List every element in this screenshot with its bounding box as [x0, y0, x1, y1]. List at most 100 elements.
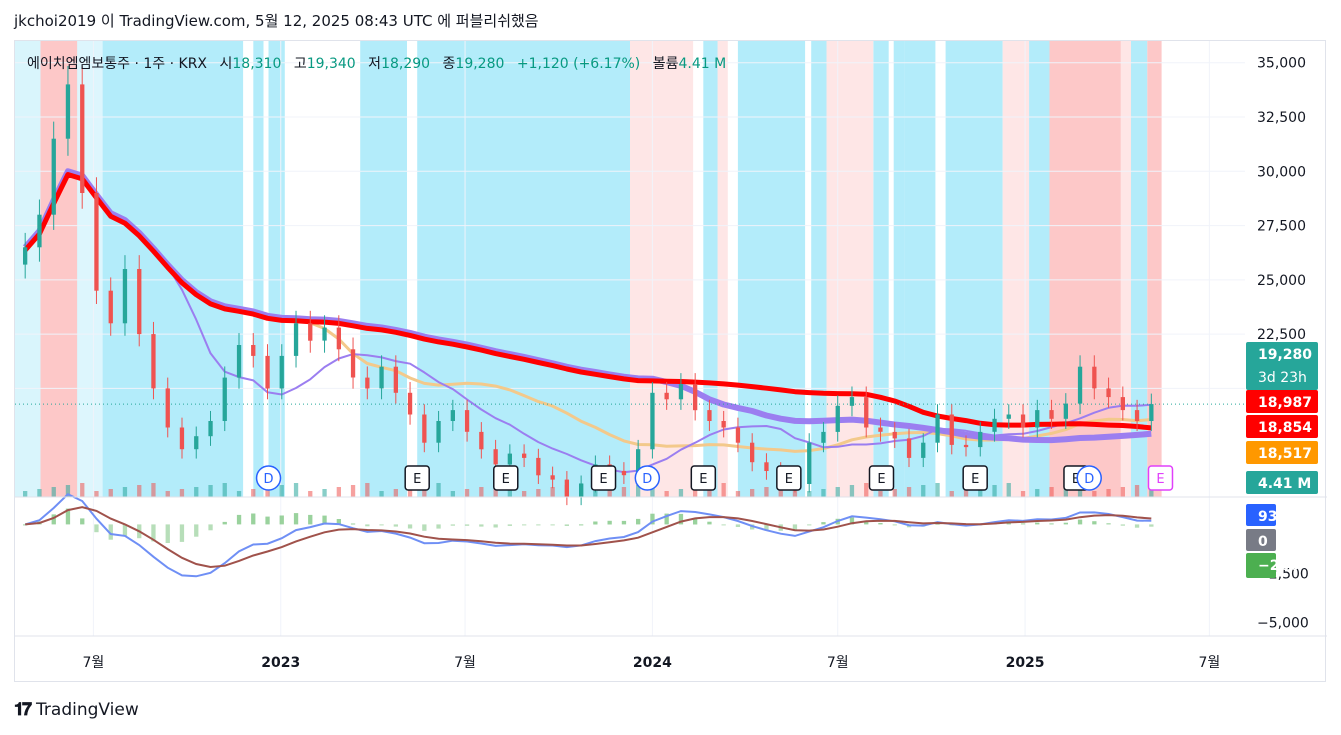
price-badge [1246, 342, 1318, 390]
candle-body [222, 377, 227, 421]
event-marker-label: E [785, 472, 793, 487]
volume-bar [607, 489, 612, 497]
volume-bar [350, 485, 356, 497]
chart-frame[interactable] [14, 40, 1326, 682]
macd-histogram-bar [1092, 521, 1097, 525]
candle-body [422, 414, 427, 443]
time-tick-label: 7월 [83, 655, 105, 671]
macd-histogram-bar [251, 513, 256, 525]
macd-histogram-bar [1106, 523, 1111, 525]
macd-histogram-bar [350, 523, 356, 525]
earnings-marker-icon [962, 465, 988, 491]
candle-body [664, 392, 669, 400]
macd-histogram-bar [108, 524, 113, 540]
candle-body [707, 410, 712, 421]
band-20 [1049, 41, 1121, 497]
macd-histogram-bar [194, 524, 199, 537]
macd-histogram-bar [322, 515, 327, 525]
volume-bar [393, 489, 398, 497]
macd-histogram-bar [621, 520, 627, 525]
candle-body [122, 269, 128, 324]
macd-histogram-bar [493, 524, 498, 528]
volume-bar [479, 487, 484, 497]
candle-body [265, 355, 270, 389]
candle-body [1035, 410, 1040, 428]
macd-histogram-bar [122, 524, 128, 536]
candle-body [978, 431, 983, 448]
macd-histogram-bar [522, 524, 527, 526]
price-badge [1246, 390, 1318, 413]
macd-histogram-bar [450, 524, 455, 526]
dividend-marker-icon [255, 465, 282, 491]
macd-histogram-bar [308, 514, 313, 525]
volume-bar [265, 487, 270, 497]
price-tick-label: 27,500 [1257, 219, 1306, 235]
price-tick-label: 22,500 [1257, 327, 1306, 343]
macd-histogram-bar [393, 524, 398, 527]
candle-body [579, 484, 584, 497]
macd-histogram-bar [878, 523, 883, 525]
price-badge [1246, 553, 1276, 578]
volume-bar [1092, 491, 1097, 497]
price-badge-sublabel: 3d 23h [1258, 370, 1307, 386]
candle-body [750, 442, 755, 463]
event-marker-label: D [1084, 472, 1094, 487]
macd-histogram-bar [422, 524, 427, 531]
macd-histogram-bar [693, 518, 698, 525]
candle-body [522, 453, 527, 458]
price-badge [1246, 529, 1276, 551]
candle-body [179, 427, 185, 450]
candle-body [906, 438, 912, 458]
volume-bar [536, 489, 541, 497]
volume-bar [678, 489, 684, 497]
volume-bar [208, 485, 213, 497]
time-tick-label: 2024 [633, 655, 672, 671]
time-tick-label: 7월 [454, 655, 476, 671]
band-0 [15, 41, 41, 497]
volume-bar [94, 491, 99, 497]
candle-body [935, 414, 940, 443]
volume-bar [835, 487, 840, 497]
high-value: 19,340 [306, 56, 356, 72]
volume-bar [251, 489, 256, 497]
candle-body [251, 345, 256, 356]
candle-body [949, 414, 954, 445]
candle-body [51, 138, 56, 215]
volume-bar [1063, 485, 1068, 497]
price-badge [1246, 471, 1318, 494]
ma-purple-thin-line [24, 170, 1152, 474]
tradingview-logo[interactable]: 𝟏𝟕 TradingView [14, 699, 139, 720]
volume-bar [336, 487, 341, 497]
earnings-marker-icon [404, 465, 430, 491]
macd-histogram-bar [479, 524, 484, 527]
volume-bar [707, 485, 712, 497]
macd-histogram-bar [293, 513, 299, 525]
candle-body [835, 405, 840, 432]
grid-lines [15, 41, 1245, 636]
volume-bar [1006, 483, 1011, 497]
macd-histogram-bar [80, 518, 85, 525]
macd-histogram-bar [764, 524, 769, 531]
macd-histogram-bar [849, 517, 855, 525]
candle-body [507, 453, 512, 465]
candle-body [1149, 404, 1154, 421]
candle-body [393, 366, 398, 393]
candle-body [735, 427, 741, 443]
candle-body [1134, 410, 1140, 421]
candle-body [992, 418, 997, 432]
candle-body [350, 349, 356, 378]
volume-bar [906, 487, 912, 497]
earnings-marker-icon [493, 465, 519, 491]
candle-body [807, 442, 812, 484]
volume-bar [322, 489, 327, 497]
moving-average-lines [15, 168, 1245, 474]
volume-bar [151, 483, 156, 497]
macd-histogram-bar [807, 524, 812, 526]
volume-bar [293, 483, 299, 497]
volume-bar [550, 487, 555, 497]
volume-bar [365, 483, 370, 497]
macd-histogram-bar [892, 524, 897, 526]
macd-histogram-bar [678, 513, 684, 525]
candle-body [849, 397, 855, 406]
